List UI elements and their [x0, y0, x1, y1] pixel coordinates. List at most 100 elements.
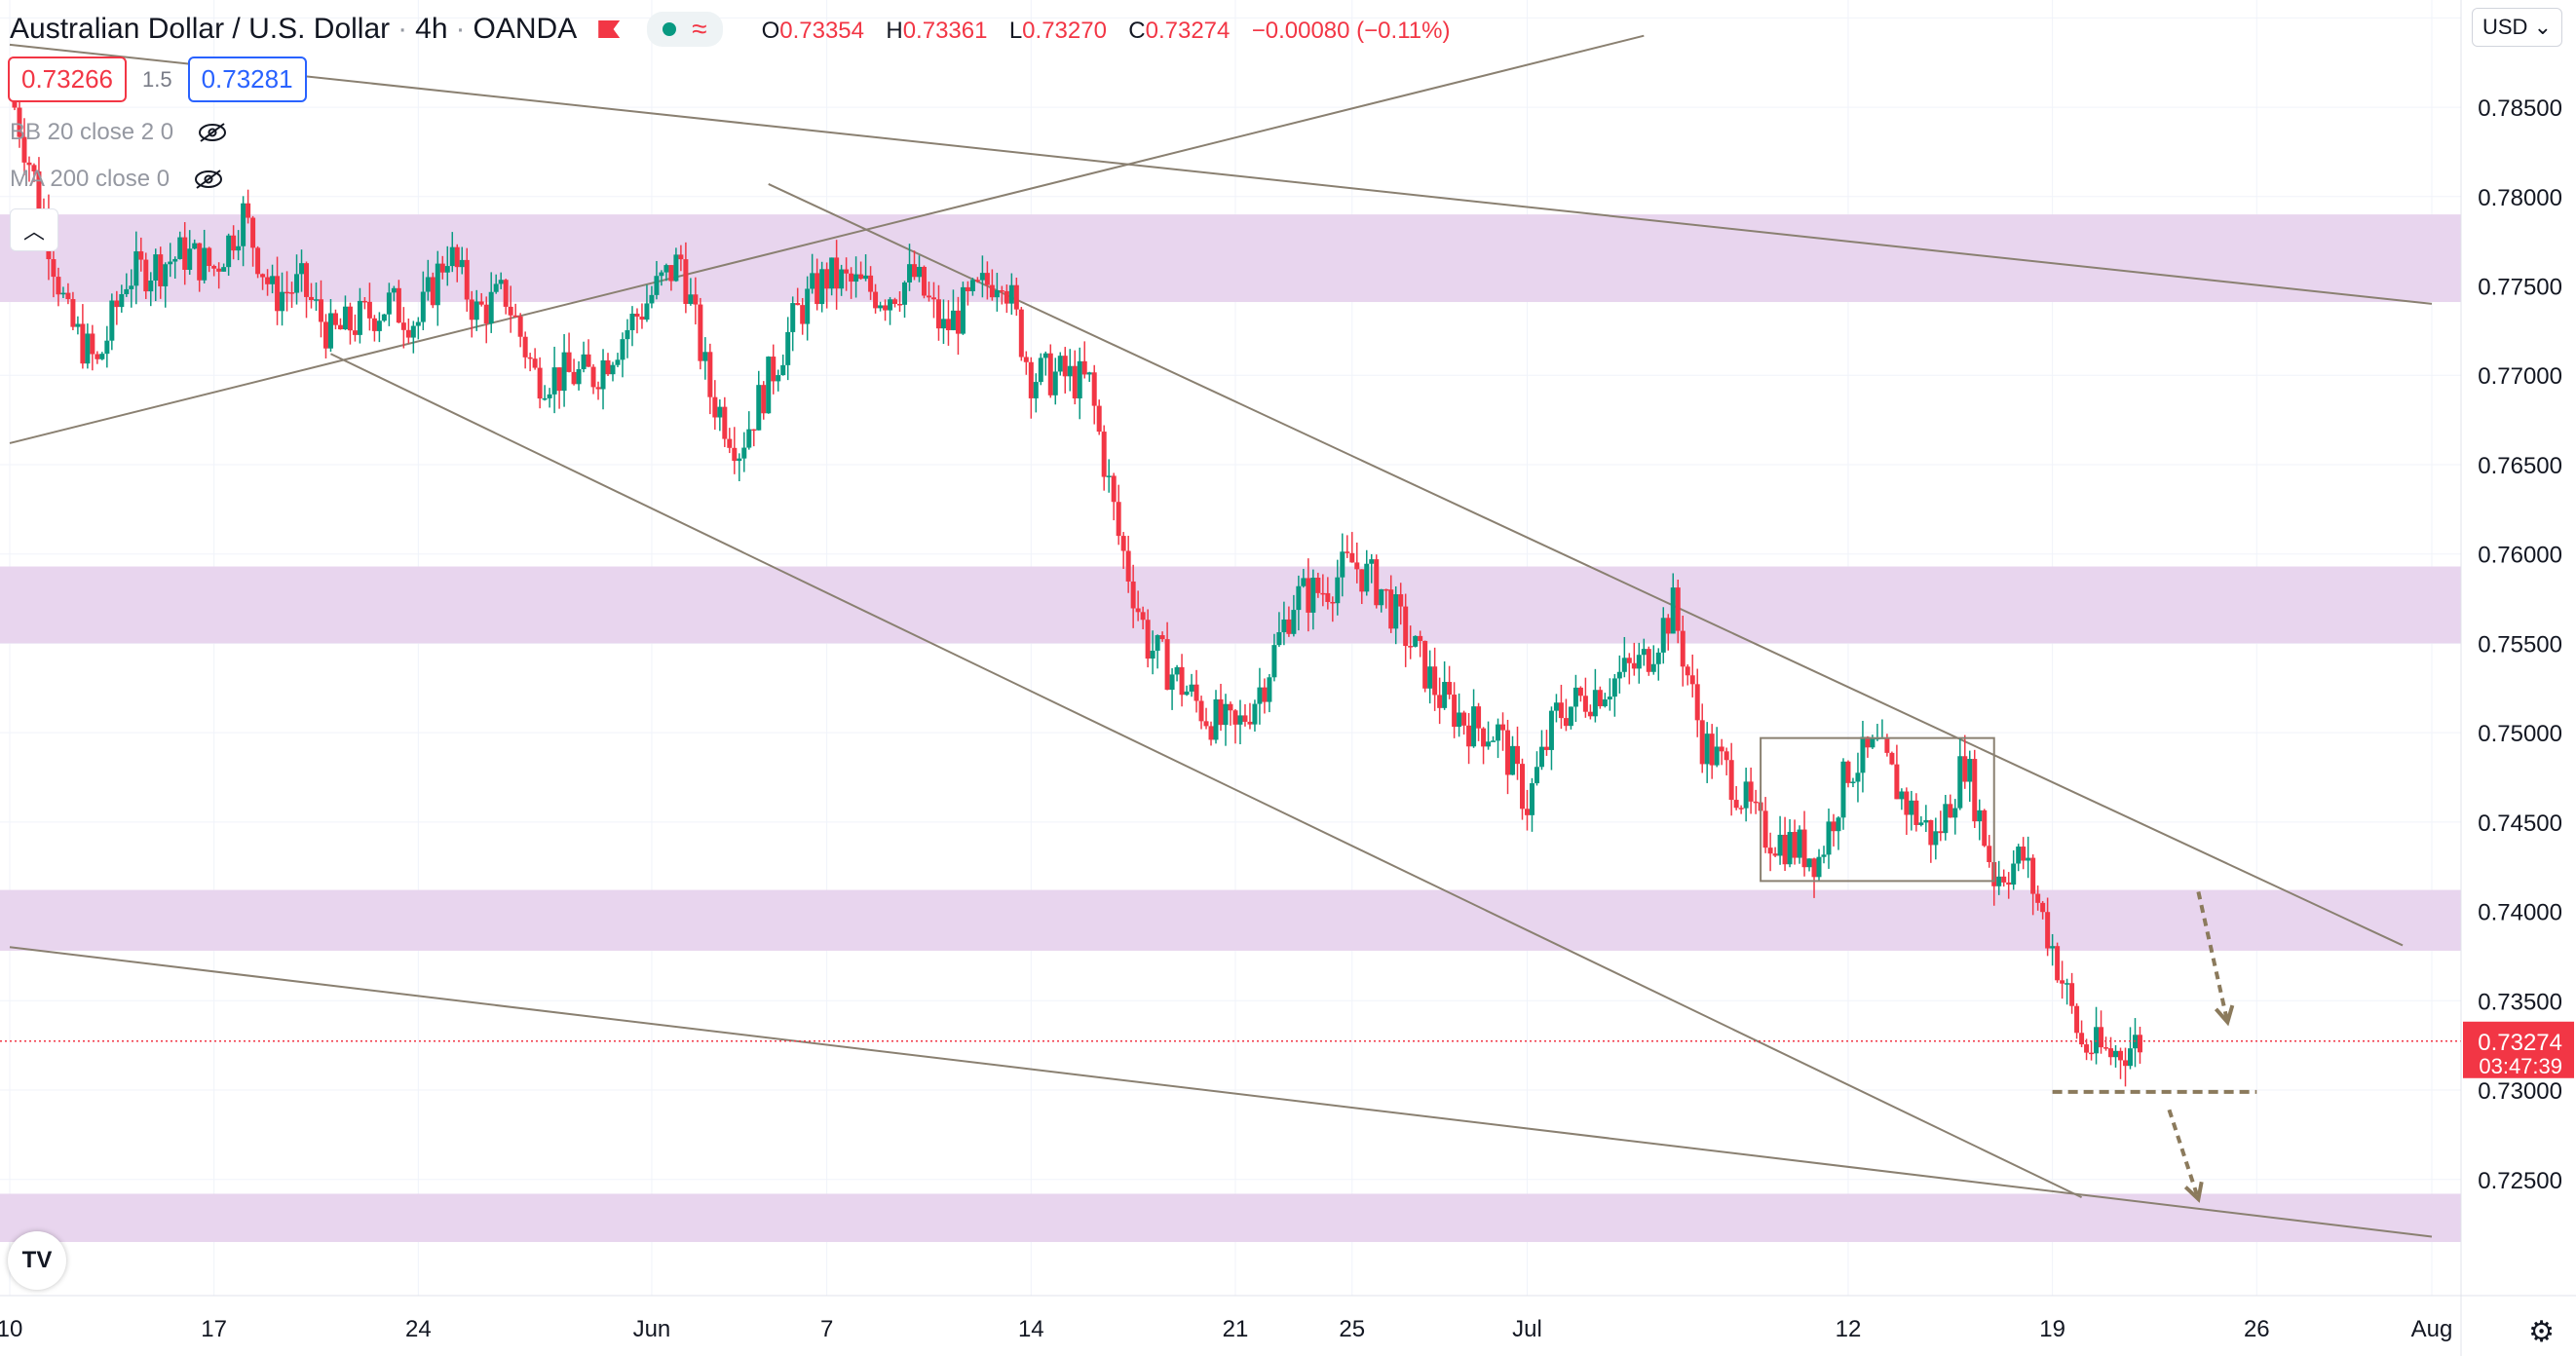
- candle-body: [2069, 983, 2075, 1006]
- candle-body: [1281, 619, 1287, 632]
- candle-body: [1330, 601, 1336, 604]
- candle-body: [2113, 1050, 2119, 1058]
- tradingview-logo[interactable]: TV: [8, 1231, 66, 1290]
- candle-body: [1520, 764, 1526, 810]
- y-tick-label: 0.75000: [2478, 721, 2562, 747]
- candle-body: [425, 277, 431, 292]
- currency-dropdown[interactable]: USD ⌄: [2471, 8, 2562, 47]
- candle-body: [615, 359, 621, 365]
- candle-body: [751, 429, 757, 432]
- market-open-dot-icon: [663, 22, 677, 36]
- candle-body: [1174, 666, 1180, 675]
- eye-hidden-icon[interactable]: [193, 169, 224, 190]
- low-label: L: [1008, 18, 1023, 44]
- annotations: [0, 736, 2461, 1203]
- candle-body: [1218, 698, 1224, 726]
- candle-body: [542, 397, 548, 400]
- arrow-head-icon: [2183, 1181, 2204, 1203]
- candle-body: [2060, 980, 2065, 984]
- indicator-moving-average[interactable]: MA 200 close 0: [10, 166, 224, 193]
- candle-body: [512, 315, 518, 318]
- candle-body: [2074, 1005, 2080, 1034]
- candle-body: [1806, 858, 1812, 868]
- candle-body: [639, 317, 645, 320]
- interval-label[interactable]: 4h: [415, 13, 448, 45]
- candle-body: [478, 301, 484, 305]
- candle-body: [1354, 562, 1360, 570]
- eye-hidden-icon[interactable]: [197, 122, 228, 143]
- indicator-label: BB 20 close 2 0: [10, 119, 174, 145]
- candle-body: [644, 303, 650, 320]
- indicator-label: MA 200 close 0: [10, 166, 170, 192]
- candle-body: [576, 369, 582, 385]
- candle-body: [819, 269, 825, 305]
- candle-body: [960, 286, 966, 334]
- tilde-icon: ≈: [692, 14, 707, 44]
- candle-body: [2103, 1047, 2109, 1049]
- sell-button[interactable]: 0.73266: [8, 56, 127, 102]
- candle-body: [1724, 751, 1729, 761]
- candle-body: [1631, 662, 1637, 669]
- candle-body: [766, 357, 772, 414]
- candle-body: [1987, 846, 1992, 863]
- candle-body: [1948, 804, 1953, 818]
- x-tick-label: 19: [2039, 1316, 2065, 1342]
- symbol-title[interactable]: Australian Dollar / U.S. Dollar: [10, 13, 391, 45]
- market-status-pill[interactable]: ≈: [647, 12, 723, 47]
- candle-body: [999, 289, 1004, 292]
- candle-body: [313, 299, 319, 301]
- candle-body: [756, 385, 762, 431]
- candle-body: [1047, 353, 1053, 396]
- buy-button[interactable]: 0.73281: [187, 56, 307, 102]
- candle-body: [284, 291, 290, 294]
- candle-body: [517, 316, 523, 337]
- last-price-label: [2463, 1021, 2574, 1078]
- candle-body: [119, 293, 125, 308]
- candle-body: [371, 318, 377, 331]
- candle-body: [810, 273, 815, 289]
- change-value: −0.00080 (−0.11%): [1251, 18, 1451, 44]
- candle-body: [488, 291, 494, 324]
- candle-body: [1476, 706, 1482, 729]
- candle-body: [600, 359, 606, 390]
- candle-body: [1276, 631, 1282, 646]
- candle-body: [498, 280, 504, 284]
- candle-body: [1665, 618, 1671, 634]
- candle-body: [2055, 946, 2061, 981]
- x-tick-label: 17: [201, 1316, 227, 1342]
- candle-body: [1918, 822, 1924, 825]
- candle-body: [2021, 847, 2027, 861]
- candle-body: [1155, 635, 1160, 651]
- candle-body: [712, 396, 718, 418]
- candle-body: [265, 277, 271, 284]
- collapse-indicators-button[interactable]: ︿: [10, 208, 58, 251]
- candle-body: [1320, 592, 1326, 595]
- candle-body: [1310, 578, 1316, 613]
- candle-body: [454, 246, 460, 268]
- candle-body: [211, 266, 217, 269]
- candle-body: [1203, 721, 1209, 727]
- gear-icon[interactable]: ⚙: [2528, 1316, 2555, 1348]
- candle-body: [304, 263, 310, 297]
- indicator-bollinger[interactable]: BB 20 close 2 0: [10, 119, 228, 146]
- candle-body: [109, 300, 115, 341]
- candle-body: [771, 357, 777, 382]
- candle-body: [1067, 365, 1073, 377]
- candle-body: [1675, 587, 1681, 631]
- candle-body: [955, 310, 961, 334]
- candle-body: [1510, 745, 1516, 775]
- candle-body: [1845, 761, 1851, 783]
- candle-body: [503, 280, 509, 307]
- candle-body: [1811, 858, 1817, 878]
- zone: [0, 1193, 2461, 1242]
- candle-body: [1413, 635, 1419, 647]
- candle-body: [435, 263, 440, 306]
- candle-body: [376, 320, 382, 331]
- candle-body: [1447, 682, 1453, 696]
- candle-body: [921, 266, 927, 296]
- flag-icon[interactable]: [598, 20, 621, 38]
- y-tick-label: 0.72500: [2478, 1168, 2562, 1194]
- candle-body: [1228, 703, 1233, 711]
- trendline: [768, 183, 2404, 947]
